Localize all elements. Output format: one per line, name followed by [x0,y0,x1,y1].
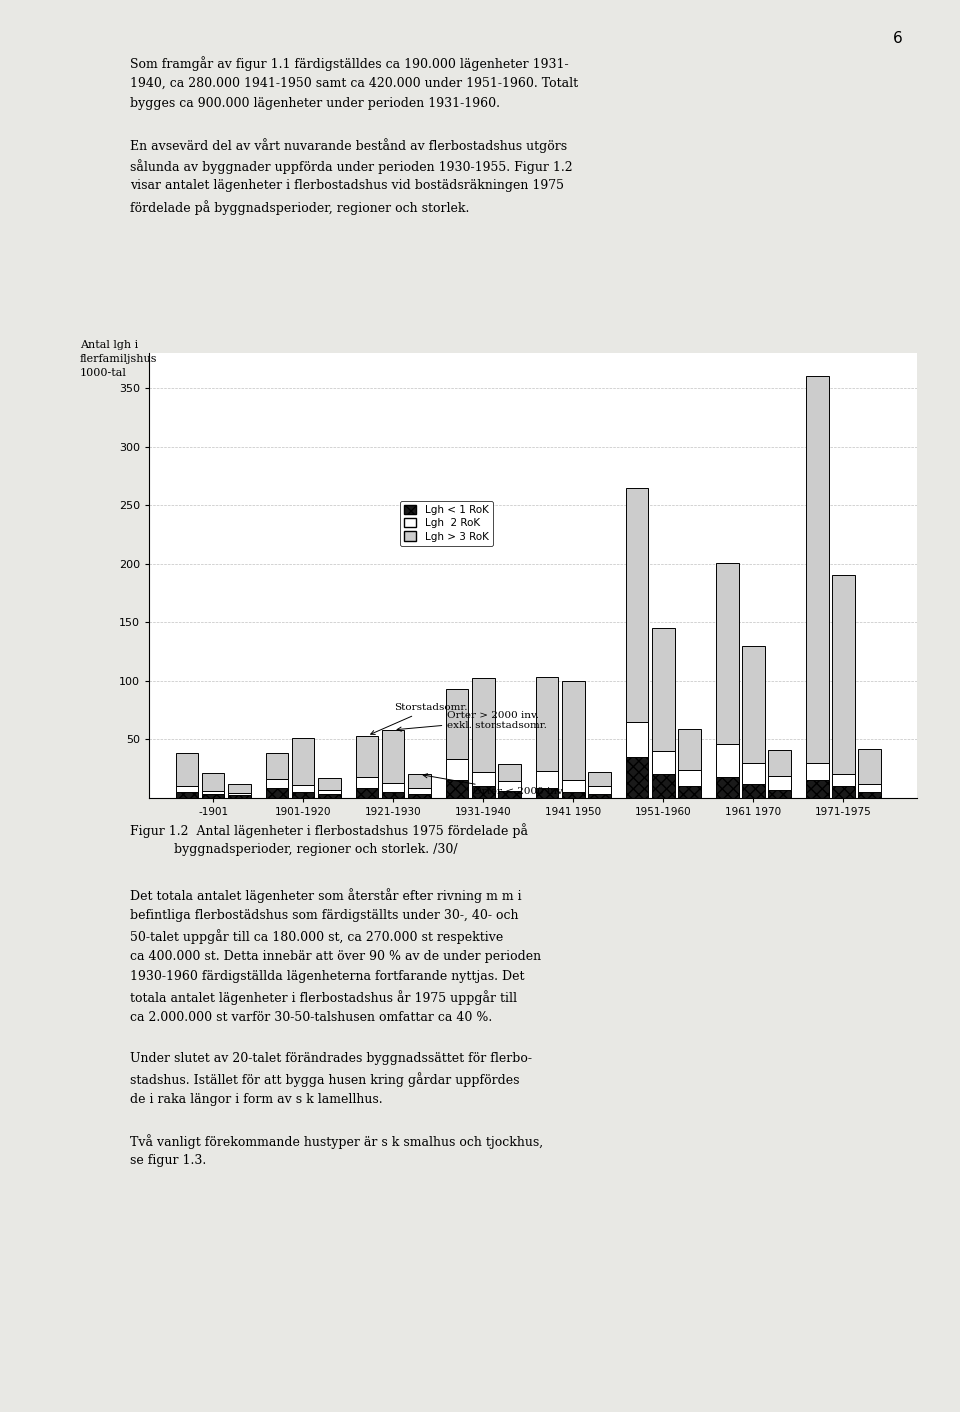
Bar [716,777,738,798]
Text: Två vanligt förekommande hustyper är s k smalhus och tjockhus,: Två vanligt förekommande hustyper är s k… [130,1134,542,1149]
Bar [498,764,520,781]
Text: Storstadsomr.: Storstadsomr. [371,703,468,734]
Text: stadshus. Istället för att bygga husen kring gårdar uppfördes: stadshus. Istället för att bygga husen k… [130,1073,519,1087]
Bar [716,744,738,777]
Bar [562,681,585,781]
Bar [652,628,675,751]
Bar [228,795,251,798]
Bar [176,786,199,792]
Text: befintliga flerbostädshus som färdigställts under 30-, 40- och: befintliga flerbostädshus som färdigstäl… [130,909,518,922]
Bar [228,794,251,795]
Text: ca 400.000 st. Detta innebär att över 90 % av de under perioden: ca 400.000 st. Detta innebär att över 90… [130,950,540,963]
Text: 1940, ca 280.000 1941-1950 samt ca 420.000 under 1951-1960. Totalt: 1940, ca 280.000 1941-1950 samt ca 420.0… [130,76,578,90]
Bar [562,781,585,792]
Text: 1930-1960 färdigställda lägenheterna fortfarande nyttjas. Det: 1930-1960 färdigställda lägenheterna for… [130,970,524,983]
Bar [562,792,585,798]
Text: En avsevärd del av vårt nuvarande bestånd av flerbostadshus utgörs: En avsevärd del av vårt nuvarande bestån… [130,138,566,154]
Bar [202,795,225,798]
Bar [858,748,880,784]
Bar [176,754,199,786]
Text: sålunda av byggnader uppförda under perioden 1930-1955. Figur 1.2: sålunda av byggnader uppförda under peri… [130,160,572,174]
Bar [445,781,468,798]
Text: Orter > 2000 inv.
exkl. storstadsomr.: Orter > 2000 inv. exkl. storstadsomr. [397,710,547,731]
Bar [408,774,431,788]
Text: Som framgår av figur 1.1 färdigställdes ca 190.000 lägenheter 1931-: Som framgår av figur 1.1 färdigställdes … [130,56,568,72]
Bar [742,762,765,784]
Bar [858,792,880,798]
Bar [408,788,431,795]
Bar [472,786,494,798]
Bar [536,788,559,798]
Bar [498,781,520,791]
Bar [832,576,854,774]
Text: de i raka längor i form av s k lamellhus.: de i raka längor i form av s k lamellhus… [130,1093,382,1106]
Bar [806,762,828,781]
Bar [768,789,791,798]
Bar [858,784,880,792]
Bar [408,795,431,798]
Bar [652,751,675,774]
Text: se figur 1.3.: se figur 1.3. [130,1155,205,1168]
Bar [498,791,520,798]
Bar [588,772,611,786]
Bar [806,377,828,762]
Bar [202,791,225,795]
Bar [292,785,315,792]
Bar [626,487,649,722]
Bar [318,795,341,798]
Legend: Lgh < 1 RoK, Lgh  2 RoK, Lgh > 3 RoK: Lgh < 1 RoK, Lgh 2 RoK, Lgh > 3 RoK [399,500,492,546]
Bar [536,771,559,788]
Bar [292,792,315,798]
Text: 50-talet uppgår till ca 180.000 st, ca 270.000 st respektive: 50-talet uppgår till ca 180.000 st, ca 2… [130,929,503,945]
Text: ca 2.000.000 st varför 30-50-talshusen omfattar ca 40 %.: ca 2.000.000 st varför 30-50-talshusen o… [130,1011,492,1024]
Bar [382,782,404,792]
Bar [292,738,315,785]
Text: fördelade på byggnadsperioder, regioner och storlek.: fördelade på byggnadsperioder, regioner … [130,199,469,215]
Bar [742,784,765,798]
Bar [678,770,701,786]
Bar [652,774,675,798]
Bar [832,786,854,798]
Bar [472,678,494,772]
Bar [202,774,225,791]
Bar [266,753,288,779]
Bar [445,689,468,760]
Bar [678,786,701,798]
Text: Det totala antalet lägenheter som återstår efter rivning m m i: Det totala antalet lägenheter som återst… [130,888,521,904]
Text: bygges ca 900.000 lägenheter under perioden 1931-1960.: bygges ca 900.000 lägenheter under perio… [130,97,499,110]
Text: 6: 6 [893,31,902,47]
Text: visar antalet lägenheter i flerbostadshus vid bostädsräkningen 1975: visar antalet lägenheter i flerbostadshu… [130,179,564,192]
Bar [626,757,649,798]
Bar [678,729,701,770]
Bar [356,736,378,777]
Text: totala antalet lägenheter i flerbostadshus år 1975 uppgår till: totala antalet lägenheter i flerbostadsh… [130,991,516,1005]
Bar [626,722,649,757]
Bar [318,789,341,795]
Bar [445,760,468,781]
Bar [266,779,288,788]
Bar [356,777,378,788]
Text: Under slutet av 20-talet förändrades byggnadssättet för flerbo-: Under slutet av 20-talet förändrades byg… [130,1052,532,1065]
Bar [176,792,199,798]
Bar [806,781,828,798]
Text: Orter < 2000 inv.: Orter < 2000 inv. [423,774,565,796]
Bar [382,792,404,798]
Bar [716,562,738,744]
Text: Figur 1.2  Antal lägenheter i flerbostadshus 1975 fördelade på: Figur 1.2 Antal lägenheter i flerbostads… [130,823,528,839]
Bar [318,778,341,789]
Text: byggnadsperioder, regioner och storlek. /30/: byggnadsperioder, regioner och storlek. … [130,843,457,856]
Bar [588,786,611,795]
Bar [536,678,559,771]
Bar [228,784,251,794]
Bar [742,645,765,762]
Bar [768,750,791,775]
Bar [472,772,494,786]
Text: Antal lgh i
flerfamiljshus
1000-tal: Antal lgh i flerfamiljshus 1000-tal [80,340,157,377]
Bar [266,788,288,798]
Bar [382,730,404,782]
Bar [768,775,791,789]
Bar [832,774,854,786]
Bar [356,788,378,798]
Bar [588,795,611,798]
